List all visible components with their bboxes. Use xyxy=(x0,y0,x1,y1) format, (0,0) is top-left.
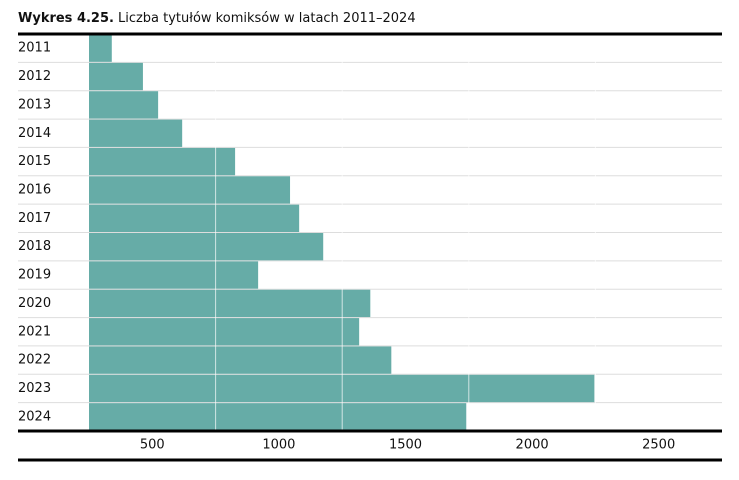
y-tick-label: 2012 xyxy=(18,69,51,84)
y-tick-label: 2011 xyxy=(18,41,51,56)
y-tick-label: 2019 xyxy=(18,268,51,283)
bar xyxy=(89,261,259,289)
y-tick-label: 2022 xyxy=(18,353,51,368)
bar xyxy=(89,62,143,91)
bar xyxy=(89,91,159,119)
bar xyxy=(89,289,371,318)
bar xyxy=(89,34,112,62)
y-tick-label: 2016 xyxy=(18,182,51,197)
x-tick-label: 2000 xyxy=(516,438,549,453)
x-tick-label: 500 xyxy=(140,438,165,453)
bar xyxy=(89,346,392,374)
x-tick-label: 2500 xyxy=(642,438,675,453)
y-tick-label: 2014 xyxy=(18,126,51,141)
y-tick-label: 2018 xyxy=(18,239,51,254)
y-tick-label: 2020 xyxy=(18,296,51,311)
x-tick-label: 1500 xyxy=(389,438,422,453)
y-tick-label: 2013 xyxy=(18,97,51,112)
bar xyxy=(89,318,360,346)
title-label: Wykres 4.25. xyxy=(18,11,114,26)
bar xyxy=(89,403,467,431)
x-tick-label: 1000 xyxy=(262,438,295,453)
y-tick-label: 2015 xyxy=(18,154,51,169)
title-text: Liczba tytułów komiksów w latach 2011–20… xyxy=(118,11,416,26)
y-tick-label: 2017 xyxy=(18,211,51,226)
bar xyxy=(89,233,324,261)
y-tick-label: 2023 xyxy=(18,381,51,396)
bar xyxy=(89,374,595,403)
bar xyxy=(89,119,183,147)
bar xyxy=(89,204,300,232)
y-tick-label: 2024 xyxy=(18,409,51,424)
chart-title: Wykres 4.25. Liczba tytułów komiksów w la… xyxy=(18,11,416,26)
y-tick-label: 2021 xyxy=(18,324,51,339)
bar xyxy=(89,176,291,204)
bar xyxy=(89,147,236,176)
